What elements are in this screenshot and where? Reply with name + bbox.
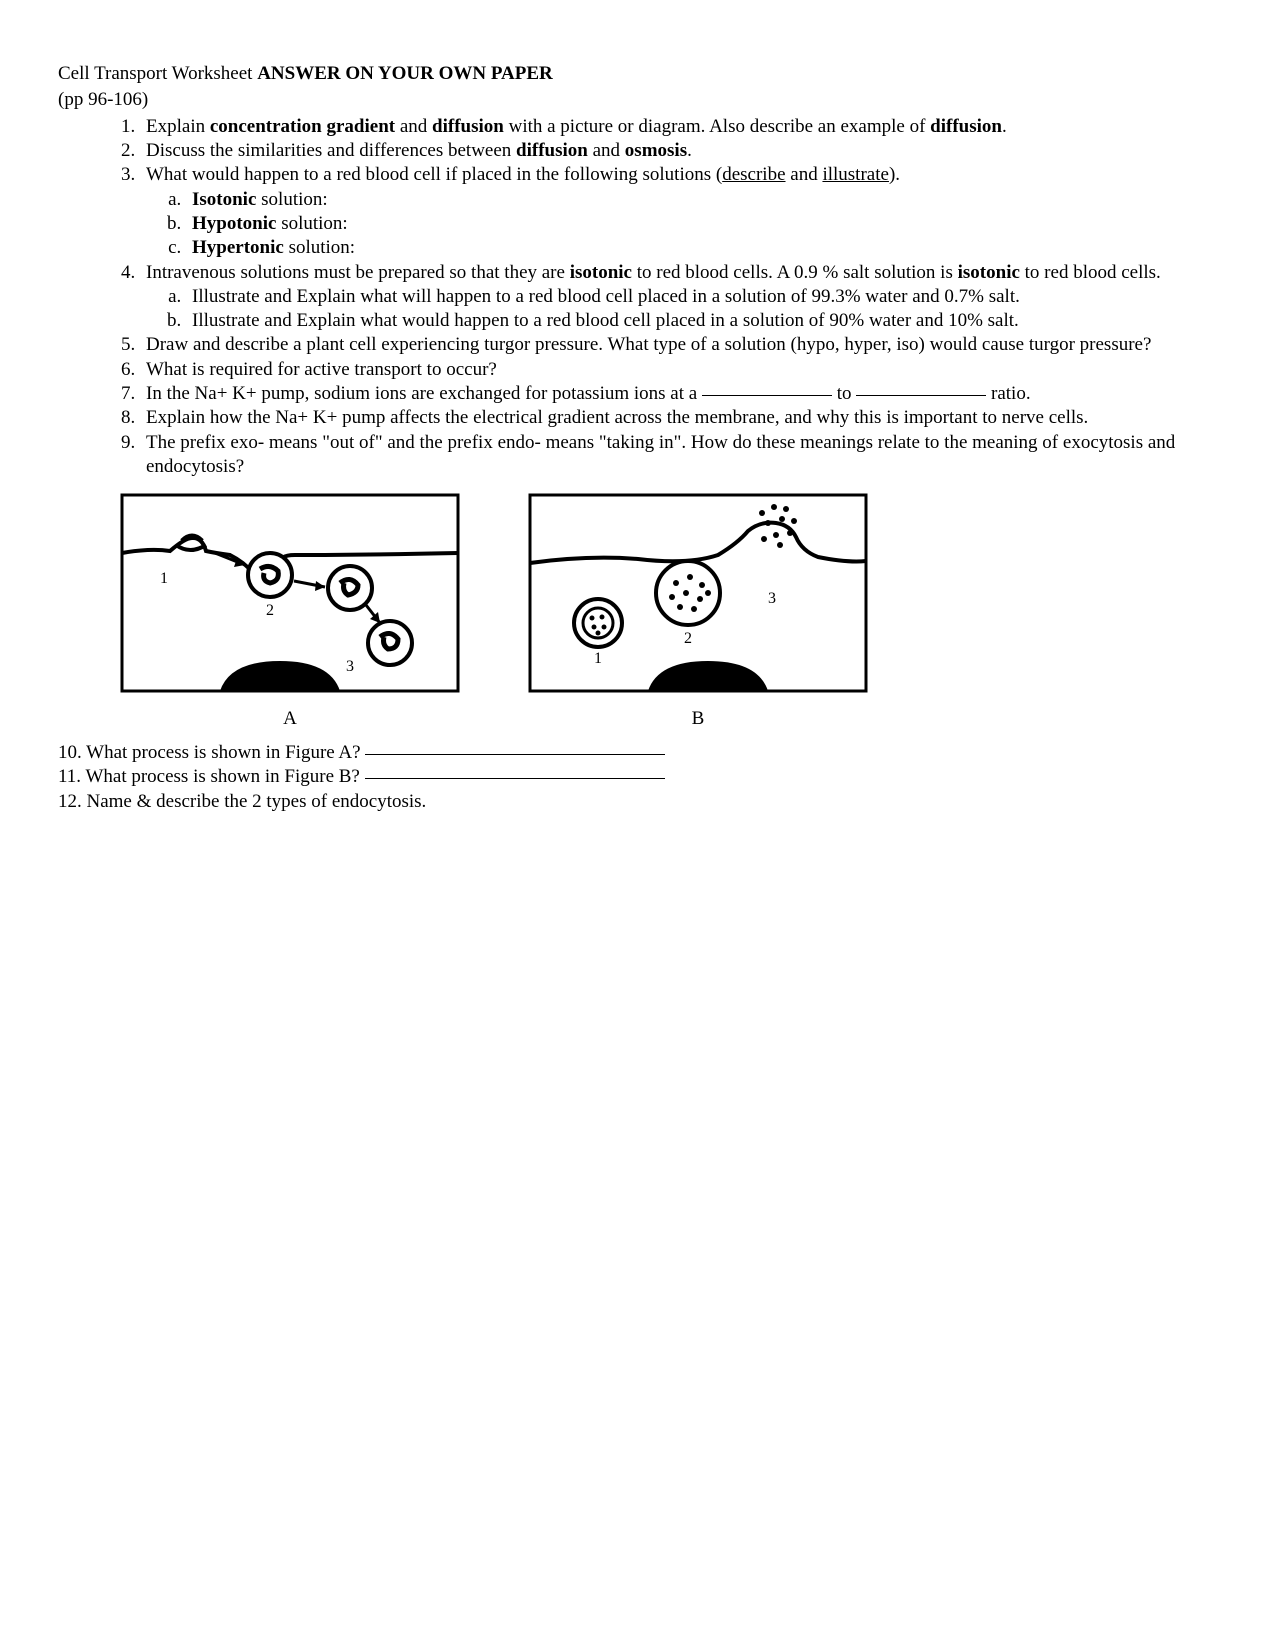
q3c: Hypertonic solution:: [186, 236, 1217, 260]
q8: Explain how the Na+ K+ pump affects the …: [140, 406, 1217, 430]
q11: 11. What process is shown in Figure B?: [58, 765, 1217, 789]
figure-b-label: B: [528, 707, 868, 731]
blank-field: [365, 778, 665, 779]
title-bold: ANSWER ON YOUR OWN PAPER: [257, 63, 553, 84]
figure-a-label: A: [120, 707, 460, 731]
svg-text:3: 3: [768, 590, 776, 607]
q10: 10. What process is shown in Figure A?: [58, 741, 1217, 765]
q5: Draw and describe a plant cell experienc…: [140, 333, 1217, 357]
worksheet-title: Cell Transport Worksheet ANSWER ON YOUR …: [58, 62, 1217, 86]
svg-text:3: 3: [346, 658, 354, 675]
figure-a: 1 2 3 A: [120, 493, 460, 731]
blank-field: [856, 395, 986, 396]
title-plain: Cell Transport Worksheet: [58, 63, 257, 84]
endocytosis-diagram: 1 2 3: [120, 493, 460, 693]
svg-text:2: 2: [684, 630, 692, 647]
q9: The prefix exo- means "out of" and the p…: [140, 431, 1217, 480]
q1: Explain concentration gradient and diffu…: [140, 115, 1217, 139]
q4b: Illustrate and Explain what would happen…: [186, 309, 1217, 333]
svg-text:2: 2: [266, 602, 274, 619]
q12: 12. Name & describe the 2 types of endoc…: [58, 790, 1217, 814]
blank-field: [365, 754, 665, 755]
q4-sublist: Illustrate and Explain what will happen …: [146, 285, 1217, 334]
q3-sublist: Isotonic solution: Hypotonic solution: H…: [146, 188, 1217, 261]
exocytosis-diagram: 1 2 3: [528, 493, 868, 693]
post-figure-questions: 10. What process is shown in Figure A? 1…: [58, 741, 1217, 814]
q6: What is required for active transport to…: [140, 358, 1217, 382]
q3: What would happen to a red blood cell if…: [140, 163, 1217, 260]
question-list: Explain concentration gradient and diffu…: [58, 115, 1217, 480]
figure-b: 1 2 3 B: [528, 493, 868, 731]
svg-text:1: 1: [160, 570, 168, 587]
q7: In the Na+ K+ pump, sodium ions are exch…: [140, 382, 1217, 406]
q3a: Isotonic solution:: [186, 188, 1217, 212]
q3b: Hypotonic solution:: [186, 212, 1217, 236]
figures-row: 1 2 3 A: [120, 493, 1217, 731]
q4: Intravenous solutions must be prepared s…: [140, 261, 1217, 334]
page-ref: (pp 96-106): [58, 88, 1217, 112]
q2: Discuss the similarities and differences…: [140, 139, 1217, 163]
svg-text:1: 1: [594, 650, 602, 667]
blank-field: [702, 395, 832, 396]
q4a: Illustrate and Explain what will happen …: [186, 285, 1217, 309]
